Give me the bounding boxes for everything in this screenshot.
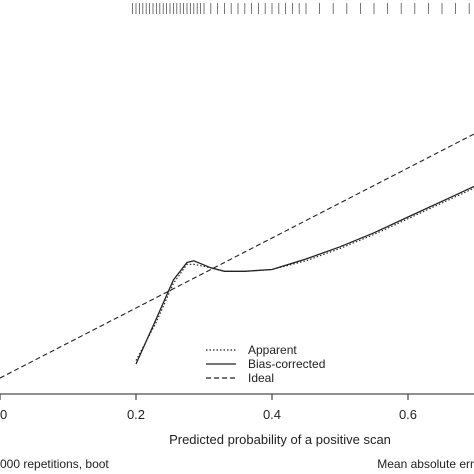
legend-label: Apparent xyxy=(248,343,297,357)
x-axis-ticks: 0 0.2 0.4 0.6 xyxy=(0,394,417,422)
series-lines xyxy=(0,133,474,379)
x-tick-label: 0.6 xyxy=(399,407,417,422)
footnote-left: 000 repetitions, boot xyxy=(0,457,109,471)
x-tick-label: 0 xyxy=(0,407,7,422)
rug-marks xyxy=(132,3,470,14)
legend-label: Ideal xyxy=(248,371,274,385)
series-line-bias-corrected xyxy=(135,185,474,365)
legend-label: Bias-corrected xyxy=(248,357,325,371)
footnote-right: Mean absolute err xyxy=(377,457,474,471)
x-tick-label: 0.4 xyxy=(263,407,281,422)
series-line-apparent xyxy=(135,187,474,361)
series-line-ideal xyxy=(0,133,474,379)
x-axis-label: Predicted probability of a positive scan xyxy=(169,432,391,447)
x-tick-label: 0.2 xyxy=(127,407,145,422)
